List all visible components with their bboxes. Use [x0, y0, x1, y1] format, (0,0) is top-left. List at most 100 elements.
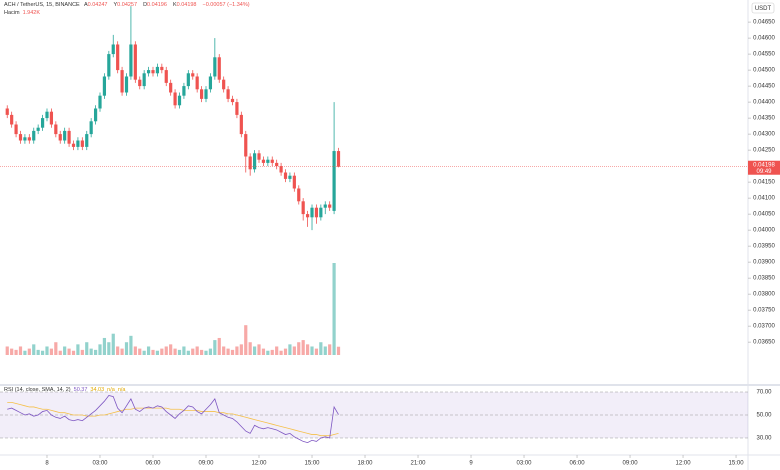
candle-body: [32, 130, 36, 141]
candle-body: [155, 66, 160, 74]
volume-bar: [10, 348, 14, 355]
volume-bar: [292, 346, 296, 355]
volume-bar: [283, 348, 288, 355]
candle-body: [10, 114, 14, 125]
candle-body: [314, 207, 319, 218]
volume-bar: [332, 263, 336, 355]
volume-bar: [310, 346, 314, 355]
volume-bar: [23, 350, 27, 355]
ohlc-label: Y: [113, 2, 118, 8]
volume-bar: [199, 349, 204, 355]
candle-body: [67, 130, 71, 144]
candle-body: [80, 140, 84, 147]
candle-body: [226, 89, 230, 99]
volume-bar: [248, 342, 252, 355]
volume-bar: [93, 349, 98, 355]
rsi-tick-label: 50.00: [756, 413, 772, 419]
x-tick-label: 15:00: [305, 461, 321, 467]
volume-label: Hacim: [4, 10, 20, 16]
y-tick-label: 0.04600: [753, 36, 775, 42]
volume-bar: [138, 348, 142, 355]
volume-bar: [120, 348, 124, 355]
candle-body: [191, 73, 195, 77]
symbol-header: ACH / TetherUS, 15, BINANCE A0.04247 Y0.0…: [4, 2, 253, 8]
volume-bar: [208, 348, 213, 355]
y-tick-label: 0.04350: [753, 116, 775, 122]
candle-body: [292, 175, 296, 189]
x-tick-label: 21:00: [411, 461, 427, 467]
volume-bar: [275, 346, 279, 355]
volume-bar: [107, 342, 111, 355]
candle-body: [323, 204, 327, 208]
candle-body: [239, 114, 243, 135]
rsi-ma-value: 34.03: [90, 387, 105, 393]
candle-body: [199, 89, 204, 99]
x-tick-label: 06:00: [570, 461, 586, 467]
candle-body: [319, 207, 323, 218]
candle-body: [213, 57, 217, 77]
x-tick-label: 03:00: [517, 461, 533, 467]
candle-body: [288, 175, 292, 179]
volume-bar: [67, 348, 71, 355]
volume-bar: [45, 346, 49, 355]
y-tick-label: 0.04300: [753, 132, 775, 138]
candle-body: [45, 111, 49, 119]
candle-body: [169, 82, 173, 93]
price-tag-value: 0.04198: [753, 162, 775, 168]
ohlc-item: K0.04198: [173, 2, 200, 8]
volume-bar: [49, 348, 54, 355]
volume-bar: [40, 350, 45, 355]
ohlc-value: 0.04247: [87, 2, 108, 8]
x-tick-label: 12:00: [251, 461, 267, 467]
candle-body: [283, 172, 288, 179]
ohlc-item: Y0.04257: [114, 2, 141, 8]
symbol-title[interactable]: ACH / TetherUS, 15, BINANCE: [4, 2, 80, 8]
volume-bar: [239, 344, 243, 355]
volume-bar: [164, 346, 168, 355]
y-tick-label: 0.03850: [753, 276, 775, 282]
currency-box[interactable]: [751, 2, 775, 14]
volume-bar: [319, 342, 323, 355]
volume-bar: [173, 348, 177, 355]
volume-bar: [76, 344, 80, 355]
candle-body: [98, 95, 102, 109]
ohlc-value: 0.04198: [176, 2, 197, 8]
rsi-line: [7, 395, 339, 444]
candle-body: [116, 44, 120, 71]
candle-body: [129, 44, 133, 77]
candle-body: [54, 124, 58, 135]
candle-body: [63, 130, 67, 141]
volume-bar: [89, 348, 93, 355]
volume-header: Hacim 1.942K: [4, 10, 43, 16]
volume-bar: [270, 349, 274, 355]
volume-bar: [226, 348, 230, 355]
ohlc-label: D: [143, 2, 148, 8]
candle-body: [235, 102, 239, 115]
candle-body: [328, 204, 332, 208]
x-tick-label: 09:00: [623, 461, 639, 467]
volume-value: 1.942K: [22, 10, 41, 16]
volume-bar: [323, 346, 327, 355]
candle-body: [111, 44, 115, 55]
candle-body: [332, 151, 336, 211]
rsi-value: 50.37: [73, 387, 88, 393]
candle-body: [177, 95, 182, 106]
volume-bar: [58, 350, 62, 355]
volume-bar: [169, 344, 173, 355]
candle-body: [36, 127, 40, 131]
volume-bar: [129, 335, 133, 355]
volume-bar: [32, 344, 36, 355]
volume-bar: [151, 349, 155, 355]
volume-bar: [14, 349, 18, 355]
candle-body: [124, 76, 129, 93]
y-tick-label: 0.03750: [753, 308, 775, 314]
y-tick-label: 0.04100: [753, 196, 775, 202]
volume-bar: [54, 342, 58, 355]
volume-bar: [213, 340, 217, 355]
ohlc-value: 0.04196: [147, 2, 167, 8]
rsi-title[interactable]: RSI (14, close, SMA, 14, 2): [4, 387, 71, 393]
x-tick-label: 8: [45, 461, 49, 467]
candle-body: [204, 89, 208, 99]
volume-bar: [301, 340, 305, 355]
candle-body: [279, 166, 283, 173]
